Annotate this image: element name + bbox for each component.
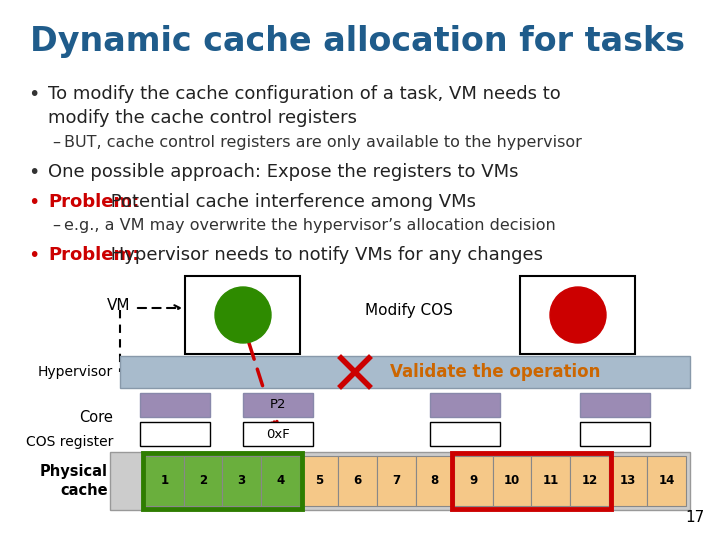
Text: One possible approach: Expose the registers to VMs: One possible approach: Expose the regist… [48,163,518,181]
Text: 6: 6 [354,475,361,488]
Bar [184,456,222,506]
Text: 17: 17 [685,510,705,525]
Bar [140,393,210,417]
Bar [454,456,492,506]
Bar [520,276,635,354]
Bar [608,456,647,506]
Bar [415,456,454,506]
Bar [492,456,531,506]
Bar [143,453,302,509]
Bar [430,422,500,446]
Text: 13: 13 [620,475,636,488]
Bar [531,456,570,506]
Circle shape [215,287,271,343]
Text: Physical
cache: Physical cache [40,464,108,498]
Bar [120,356,690,388]
Text: •: • [28,193,40,212]
Bar [580,393,650,417]
Text: Potential cache interference among VMs: Potential cache interference among VMs [105,193,476,211]
Bar [110,452,690,510]
Text: 11: 11 [543,475,559,488]
Text: Problem:: Problem: [48,246,140,264]
Text: BUT, cache control registers are only available to the hypervisor: BUT, cache control registers are only av… [64,135,582,150]
Bar [430,393,500,417]
Bar [338,456,377,506]
Text: 2: 2 [199,475,207,488]
Bar [300,456,338,506]
Text: •: • [28,85,40,104]
Bar [140,422,210,446]
Bar [145,456,184,506]
Text: e.g., a VM may overwrite the hypervisor’s allocation decision: e.g., a VM may overwrite the hypervisor’… [64,218,556,233]
Text: –: – [52,135,60,150]
Text: 0xF: 0xF [266,428,290,441]
Bar [243,393,313,417]
Bar [377,456,415,506]
Text: Problem:: Problem: [48,193,140,211]
Text: 9: 9 [469,475,477,488]
Text: 7: 7 [392,475,400,488]
Bar [243,422,313,446]
Text: Dynamic cache allocation for tasks: Dynamic cache allocation for tasks [30,25,685,58]
Text: 14: 14 [659,475,675,488]
Text: Hypervisor: Hypervisor [37,365,113,379]
Text: To modify the cache configuration of a task, VM needs to
modify the cache contro: To modify the cache configuration of a t… [48,85,561,127]
Text: COS register: COS register [26,435,113,449]
Text: –: – [52,218,60,233]
Text: 4: 4 [276,475,284,488]
Text: Modify COS: Modify COS [365,302,453,318]
Bar [647,456,686,506]
Bar [185,276,300,354]
Bar [580,422,650,446]
Text: 5: 5 [315,475,323,488]
Text: 10: 10 [504,475,521,488]
Text: 3: 3 [238,475,246,488]
Text: •: • [28,163,40,182]
Text: 1: 1 [161,475,168,488]
Text: Core: Core [79,410,113,426]
Bar [452,453,611,509]
Text: 12: 12 [581,475,598,488]
Bar [261,456,300,506]
Text: Validate the operation: Validate the operation [390,363,600,381]
Bar [222,456,261,506]
Text: P2: P2 [270,399,287,411]
Text: •: • [28,246,40,265]
Text: VM: VM [107,298,130,313]
Text: Hypervisor needs to notify VMs for any changes: Hypervisor needs to notify VMs for any c… [105,246,543,264]
Bar [570,456,608,506]
Circle shape [550,287,606,343]
Text: 8: 8 [431,475,439,488]
